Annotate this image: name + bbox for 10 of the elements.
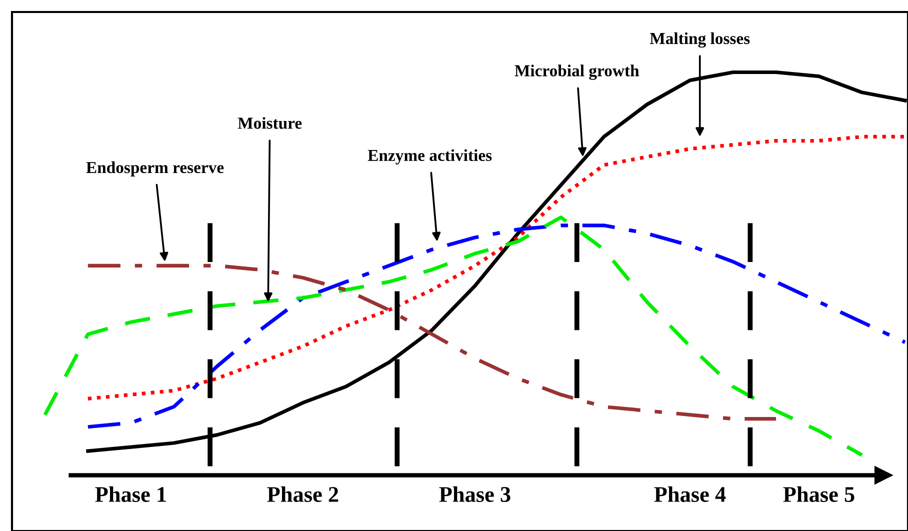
annotation: Enzyme activities	[368, 149, 492, 164]
annotation: Moisture	[238, 117, 302, 129]
x-tick-label: Phase 1	[95, 486, 166, 502]
x-tick-label: Phase 2	[267, 486, 338, 502]
x-tick-label: Phase 4	[654, 486, 726, 502]
x-tick-label: Phase 5	[783, 486, 854, 502]
x-tick-label: Phase 3	[439, 486, 510, 502]
annotation: Endosperm reserve	[86, 161, 224, 177]
annotation: Microbial growth	[514, 64, 640, 80]
text: Malting losses	[650, 32, 750, 48]
